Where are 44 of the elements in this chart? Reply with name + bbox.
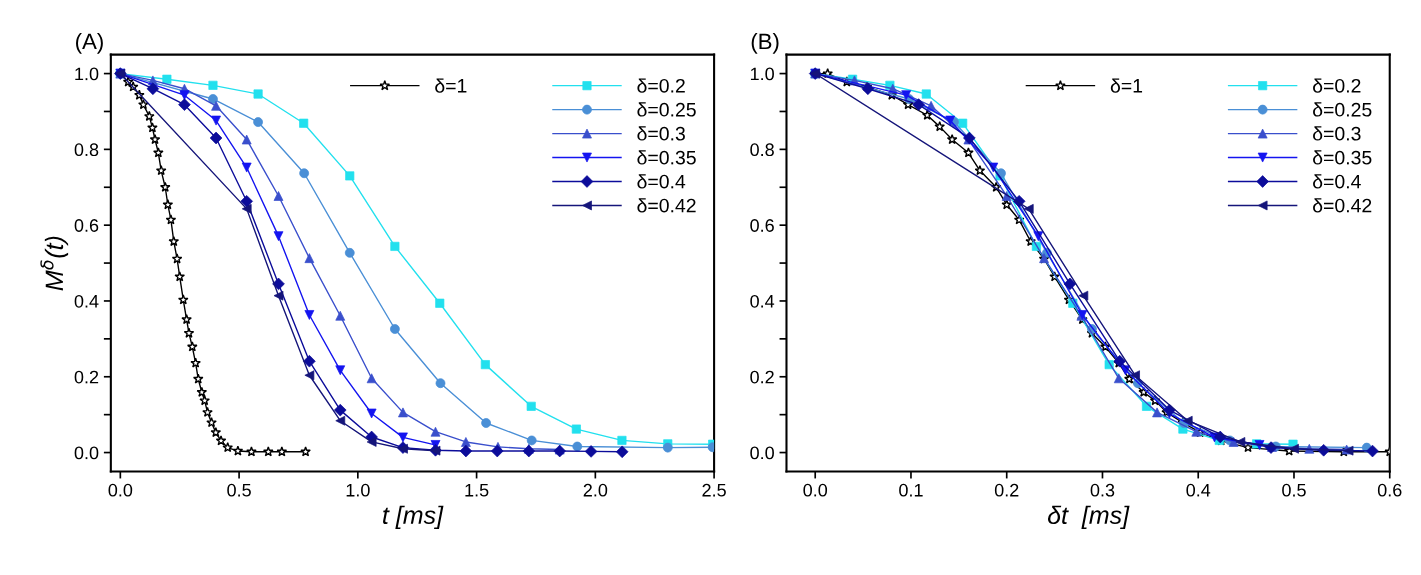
- y-axis-title: M$^{δ}$(t): [40, 236, 69, 291]
- x-tick-label: 0.0: [803, 483, 828, 497]
- legend-label: δ=0.2: [1313, 78, 1361, 93]
- x-tick-label: 2.5: [702, 483, 726, 497]
- y-tick-label: 0.6: [74, 219, 99, 232]
- y-tick-label: 0.4: [750, 294, 775, 308]
- x-tick-label: 0.6: [1377, 483, 1402, 497]
- y-tick-label: 1.0: [75, 67, 99, 81]
- y-tick-label: 0.0: [750, 446, 774, 460]
- y-tick-label: 0.0: [74, 446, 99, 460]
- legend-label: δ=0.25: [1313, 102, 1372, 117]
- legend-label: δ=0.42: [1313, 198, 1372, 213]
- x-axis-title: t [ms]: [383, 505, 444, 529]
- x-tick-label: 0.5: [227, 483, 251, 497]
- legend-label: δ=1: [435, 78, 467, 93]
- x-tick-label: 2.0: [583, 483, 608, 497]
- legend-label: δ=0.2: [637, 78, 685, 93]
- legend-label: δ=0.4: [1313, 174, 1361, 189]
- y-tick-label: 0.6: [750, 219, 774, 232]
- x-tick-label: 0.1: [899, 483, 923, 497]
- y-tick-label: 0.2: [74, 370, 99, 384]
- y-tick-label: 0.2: [750, 370, 774, 384]
- legend-label: δ=0.3: [637, 126, 685, 141]
- x-tick-label: 0.3: [1090, 483, 1115, 497]
- legend-label: δ=0.4: [637, 174, 686, 189]
- x-tick-label: 0.0: [108, 483, 133, 497]
- legend-label: δ=0.35: [637, 150, 696, 165]
- y-tick-label: 0.8: [750, 143, 774, 157]
- legend-label: δ=0.35: [1313, 150, 1372, 165]
- x-axis-title: δt [ms]: [1047, 505, 1130, 529]
- legend-label: δ=0.42: [637, 198, 696, 213]
- legend-label: δ=0.25: [637, 102, 696, 117]
- x-tick-label: 1.0: [346, 483, 370, 497]
- x-tick-label: 0.5: [1282, 483, 1306, 497]
- x-tick-label: 0.2: [994, 483, 1019, 497]
- y-tick-label: 1.0: [750, 67, 774, 81]
- y-tick-label: 0.4: [74, 294, 99, 308]
- legend-label: δ=1: [1110, 78, 1143, 93]
- y-tick-label: 0.8: [74, 143, 99, 157]
- chart-title: (B): [751, 32, 779, 54]
- x-tick-label: 0.4: [1186, 483, 1211, 497]
- x-tick-label: 1.5: [465, 483, 489, 497]
- legend-label: δ=0.3: [1313, 126, 1361, 141]
- chart-title: (A): [76, 32, 103, 54]
